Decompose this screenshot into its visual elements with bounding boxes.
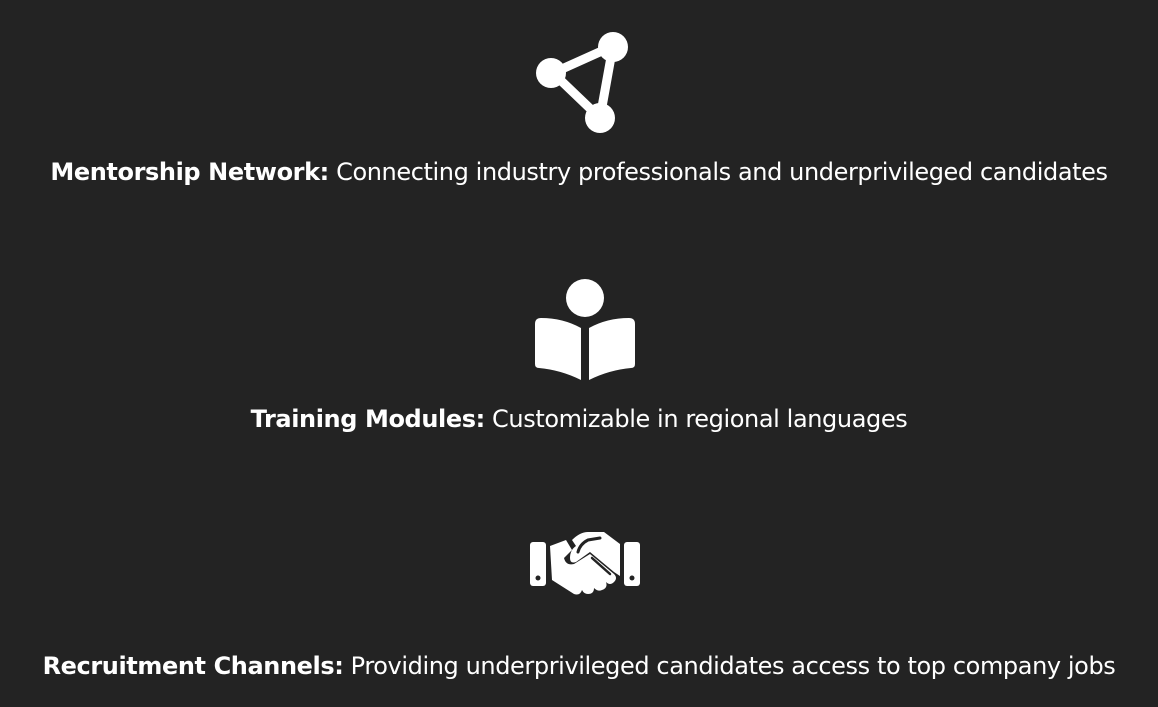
feature-caption: Mentorship Network: Connecting industry … (0, 156, 1158, 188)
network-nodes-icon (536, 32, 628, 133)
feature-description: Providing underprivileged candidates acc… (350, 652, 1116, 680)
feature-description: Customizable in regional languages (492, 405, 908, 433)
reader-book-icon (535, 279, 635, 380)
feature-caption: Training Modules: Customizable in region… (0, 403, 1158, 435)
feature-title: Recruitment Channels: (42, 652, 344, 680)
feature-title: Training Modules: (250, 405, 486, 433)
feature-title: Mentorship Network: (50, 158, 329, 186)
feature-caption: Recruitment Channels: Providing underpri… (0, 650, 1158, 682)
feature-mentorship-network: Mentorship Network: Connecting industry … (0, 0, 1158, 220)
handshake-icon (530, 532, 640, 595)
feature-description: Connecting industry professionals and un… (336, 158, 1108, 186)
feature-training-modules: Training Modules: Customizable in region… (0, 279, 1158, 435)
